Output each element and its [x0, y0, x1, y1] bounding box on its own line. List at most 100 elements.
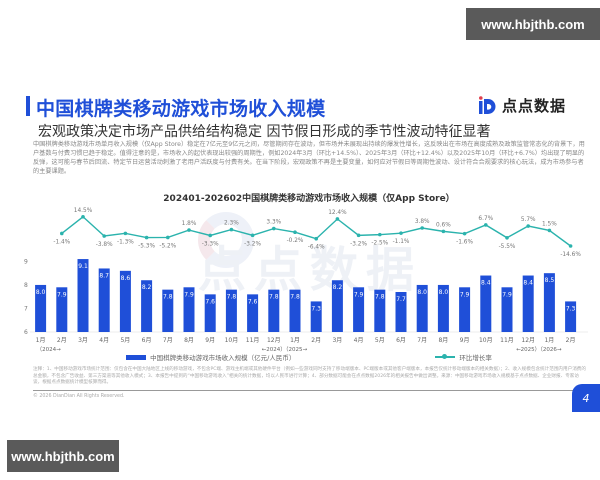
x-tick-label: 1月 — [36, 337, 46, 344]
x-tick-label: 9月 — [205, 337, 215, 344]
bar-value-label: 7.8 — [290, 294, 300, 301]
year-marker: ←2025）（2026→ — [516, 346, 562, 352]
revenue-bar — [141, 280, 153, 332]
bar-value-label: 8.5 — [545, 277, 555, 284]
chart-title: 202401-202602中国棋牌类移动游戏市场收入规模（仅App Store） — [163, 194, 455, 204]
growth-line — [61, 215, 572, 247]
growth-label: 3.8% — [415, 219, 430, 225]
growth-point — [462, 231, 467, 236]
legend-growth-label: 环比增长率 — [459, 354, 492, 362]
growth-point — [187, 228, 191, 232]
y-tick-label: 8 — [24, 282, 28, 289]
logo-text: 点点数据 — [502, 97, 567, 115]
growth-point — [420, 226, 425, 230]
bar-value-label: 7.8 — [227, 294, 237, 301]
revenue-combo-chart: 6 7 8 9 8.0 1月 7.9 2月 9.1 3月 8.7 4月 8.6 5月 8.2 6月 7.8 7月 7… — [24, 208, 588, 352]
revenue-bar — [204, 294, 216, 332]
revenue-bar — [565, 301, 577, 332]
revenue-bar — [480, 275, 492, 332]
bar-value-label: 7.3 — [566, 305, 576, 312]
revenue-bar — [35, 284, 47, 332]
growth-label: -5.2% — [159, 243, 176, 249]
bar-value-label: 8.0 — [417, 289, 427, 296]
bar-value-label: 7.8 — [163, 294, 173, 301]
growth-point — [250, 233, 255, 238]
x-tick-label: 8月 — [184, 337, 194, 344]
year-marker: （2024→ — [37, 346, 61, 352]
growth-label: -1.3% — [117, 239, 134, 245]
growth-label: 5.7% — [521, 217, 536, 223]
revenue-bar — [395, 292, 407, 332]
growth-point — [484, 223, 488, 227]
chart-watermark: 点点数据 — [198, 242, 423, 298]
chart-legend: 中国棋牌类移动游戏市场收入规模（亿元/人民币） 环比增长率 — [18, 352, 600, 362]
x-tick-label: 7月 — [163, 337, 173, 344]
y-tick-label: 6 — [24, 329, 28, 336]
growth-label: 1.8% — [182, 221, 197, 227]
growth-label: -1.4% — [53, 239, 70, 245]
y-tick-label: 9 — [24, 258, 28, 265]
x-tick-label: 6月 — [142, 337, 152, 344]
growth-point — [293, 230, 297, 235]
growth-label: -5.5% — [499, 244, 516, 250]
growth-label: -0.2% — [287, 238, 304, 244]
revenue-bar — [289, 289, 301, 332]
year-marker: ←2024）（2025→ — [262, 346, 308, 352]
growth-label: 0.6% — [436, 222, 451, 228]
bar-value-label: 9.1 — [78, 263, 88, 270]
revenue-bar — [225, 289, 237, 332]
x-tick-label: 12月 — [521, 337, 535, 344]
x-tick-label: 3月 — [332, 337, 342, 344]
growth-point — [144, 235, 149, 240]
revenue-bar — [331, 280, 343, 332]
growth-label: -3.2% — [244, 241, 261, 247]
bar-value-label: 7.9 — [502, 291, 512, 298]
x-tick-label: 6月 — [396, 337, 406, 344]
revenue-bar — [353, 287, 365, 332]
x-tick-label: 2月 — [311, 337, 321, 344]
bar-value-label: 7.6 — [205, 298, 215, 305]
x-tick-label: 8月 — [438, 337, 448, 344]
growth-label: -14.6% — [560, 252, 581, 258]
growth-point — [335, 217, 340, 221]
growth-label: -5.3% — [138, 244, 155, 250]
growth-label: -3.2% — [350, 241, 367, 247]
x-tick-label: 1月 — [290, 337, 300, 344]
title-accent-bar — [26, 96, 30, 116]
copyright: © 2026 DianDian All Rights Reserved. — [33, 394, 125, 399]
growth-label: -3.3% — [202, 241, 219, 247]
bar-value-label: 8.4 — [481, 280, 491, 287]
growth-label: -1.6% — [456, 240, 473, 246]
revenue-bar — [247, 294, 259, 332]
growth-label: 6.7% — [478, 216, 493, 222]
bar-value-label: 8.7 — [99, 272, 109, 279]
bar-value-label: 7.9 — [354, 291, 364, 298]
growth-label: 3.3% — [266, 220, 281, 226]
diandian-logo-icon — [478, 95, 498, 116]
revenue-bar — [374, 289, 386, 332]
x-tick-label: 5月 — [120, 337, 130, 344]
legend-bar-swatch — [126, 354, 147, 360]
growth-point — [568, 244, 573, 248]
x-tick-label: 9月 — [460, 337, 470, 344]
page-subtitle: 宏观政策决定市场产品供给结构稳定 因节假日形成的季节性波动特征显著 — [38, 124, 491, 140]
revenue-bar — [310, 301, 322, 332]
bar-value-label: 7.9 — [57, 291, 67, 298]
bar-value-label: 7.6 — [248, 298, 258, 305]
growth-label: 12.4% — [328, 210, 347, 216]
growth-label: -1.1% — [393, 239, 410, 245]
growth-point — [166, 235, 170, 240]
growth-point — [399, 231, 403, 235]
bar-value-label: 8.2 — [333, 284, 343, 291]
growth-label: -6.4% — [308, 245, 325, 251]
x-tick-label: 4月 — [99, 337, 109, 344]
footnotes: 注释：1、中国移动游戏市场统计范围：仅包含在中国大陆地区上线的移动游戏，不包含P… — [33, 367, 586, 386]
bar-value-label: 8.0 — [439, 289, 449, 296]
growth-label: -3.8% — [96, 242, 113, 248]
description-paragraph: 中国棋牌类移动游戏市场单月收入规模（仅App Store）稳定在7亿元至9亿元之… — [33, 141, 585, 175]
x-tick-label: 10月 — [479, 337, 493, 344]
report-slide: 中国棋牌类移动游戏市场收入规模 宏观政策决定市场产品供给结构稳定 因节假日形成的… — [18, 90, 600, 410]
revenue-bar — [522, 275, 534, 332]
revenue-bar — [162, 289, 174, 332]
growth-point — [547, 228, 552, 233]
